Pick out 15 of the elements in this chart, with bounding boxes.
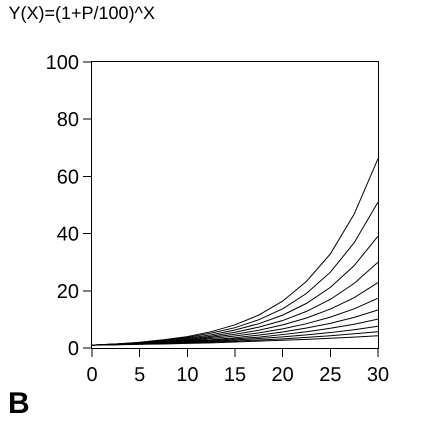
x-tick-label: 10 [176, 364, 198, 386]
y-tick-label: 80 [56, 109, 79, 132]
text: B [8, 387, 30, 420]
x-tick-label: 25 [319, 364, 342, 386]
y-tick-label: 40 [56, 224, 79, 246]
x-tick-label: 30 [366, 364, 390, 386]
x-tick-label: 15 [224, 364, 246, 386]
y-tick-label: 100 [46, 52, 79, 74]
x-tick-label: 0 [86, 364, 98, 386]
x-tick-label: 5 [134, 364, 146, 386]
y-tick-label: 20 [56, 280, 79, 303]
chart-title: Y(X)=(1+P/100)^X [8, 3, 156, 24]
y-tick-label: 60 [56, 166, 79, 188]
y-tick-label: 0 [68, 338, 79, 360]
x-tick-label: 20 [272, 364, 294, 386]
